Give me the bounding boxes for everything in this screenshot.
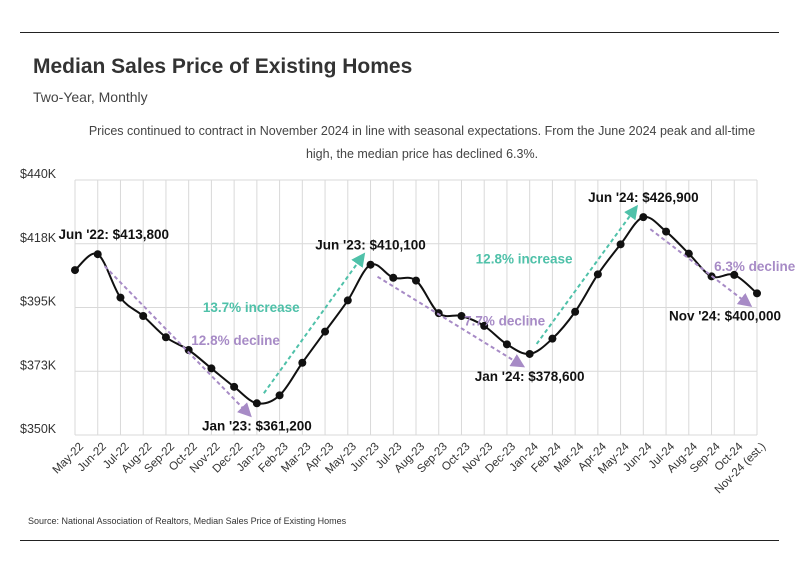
- increase-label: 12.8% increase: [476, 252, 573, 267]
- point-value-label: Jan '23: $361,200: [202, 418, 312, 433]
- data-point: [412, 276, 420, 285]
- increase-arrow: [535, 204, 638, 345]
- y-tick-label: $350K: [20, 422, 57, 436]
- data-point: [616, 240, 625, 249]
- data-point: [548, 334, 557, 343]
- increase-label: 13.7% increase: [203, 300, 300, 315]
- data-point: [184, 346, 193, 354]
- data-point: [593, 270, 602, 279]
- point-value-label: Jan '24: $378,600: [475, 369, 585, 384]
- data-point: [639, 213, 648, 222]
- point-value-label: Jun '22: $413,800: [58, 227, 169, 242]
- data-point: [571, 307, 580, 316]
- decline-label: 12.8% decline: [191, 333, 280, 348]
- data-point: [434, 309, 443, 318]
- data-point: [457, 312, 466, 320]
- y-tick-label: $440K: [20, 167, 57, 181]
- y-tick-label: $373K: [20, 358, 57, 372]
- source-note: Source: National Association of Realtors…: [28, 516, 347, 526]
- point-value-label: Nov '24: $400,000: [669, 308, 781, 323]
- chart-subtitle: Two-Year, Monthly: [33, 89, 148, 105]
- data-point: [207, 364, 216, 373]
- decline-label: 7.7% decline: [464, 313, 546, 328]
- decline-label: 6.3% decline: [714, 259, 796, 274]
- data-point: [321, 327, 330, 336]
- data-point: [502, 340, 511, 349]
- y-tick-label: $418K: [20, 231, 57, 245]
- bottom-rule: [20, 540, 779, 541]
- data-point: [662, 227, 671, 236]
- data-point: [116, 293, 125, 302]
- decline-arrow: [377, 275, 526, 368]
- y-tick-label: $395K: [20, 295, 57, 309]
- data-point: [139, 312, 148, 320]
- data-point: [366, 260, 375, 269]
- point-value-label: Jun '24: $426,900: [588, 190, 699, 205]
- data-point: [684, 249, 693, 258]
- data-point: [753, 289, 761, 298]
- data-point: [161, 333, 170, 342]
- data-point: [275, 391, 284, 400]
- data-point: [93, 250, 102, 259]
- data-point: [252, 399, 261, 408]
- top-rule: [20, 32, 779, 33]
- point-value-label: Jun '23: $410,100: [315, 238, 426, 253]
- data-point: [343, 296, 352, 305]
- chart-note: Prices continued to contract in November…: [88, 124, 756, 161]
- data-point: [389, 273, 398, 282]
- data-point: [71, 266, 79, 275]
- increase-arrow: [263, 252, 366, 394]
- data-point: [525, 349, 534, 358]
- chart-title: Median Sales Price of Existing Homes: [33, 55, 413, 78]
- data-point: [230, 382, 239, 391]
- data-point: [480, 321, 489, 330]
- data-point: [298, 358, 307, 367]
- data-point: [730, 270, 739, 279]
